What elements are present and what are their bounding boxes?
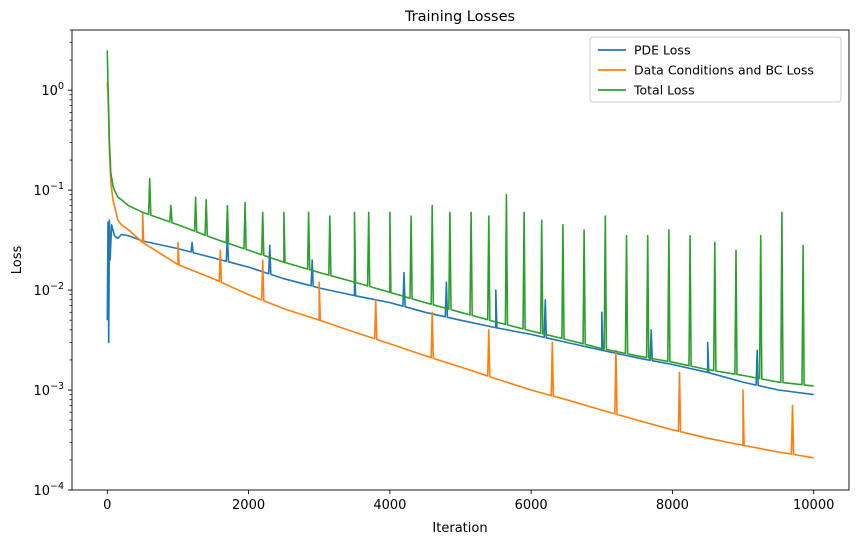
series-line-0 <box>106 219 814 396</box>
x-tick-label: 2000 <box>232 498 265 513</box>
y-axis: 10−4 10−3 10−2 10−1 100 <box>33 29 72 499</box>
y-tick-label: 10−2 <box>33 281 64 299</box>
y-tick-label: 10−1 <box>33 181 64 199</box>
series-line-1 <box>106 82 814 459</box>
x-axis-title: Iteration <box>432 521 487 536</box>
legend: PDE Loss Data Conditions and BC Loss Total… <box>589 36 842 103</box>
legend-box <box>589 36 842 103</box>
x-axis: 0 2000 4000 6000 8000 10000 <box>103 490 834 513</box>
chart-title: Training Losses <box>404 9 515 25</box>
legend-label: Total Loss <box>633 83 695 98</box>
x-tick-label: 8000 <box>656 498 689 513</box>
plot-frame <box>71 29 850 491</box>
x-tick-label: 10000 <box>793 498 834 513</box>
legend-label: Data Conditions and BC Loss <box>634 63 814 78</box>
legend-label: PDE Loss <box>634 43 690 58</box>
y-axis-title: Loss <box>10 246 25 275</box>
plot-area <box>106 50 814 459</box>
y-tick-label: 10−3 <box>33 381 64 399</box>
x-tick-label: 4000 <box>373 498 406 513</box>
series-line-2 <box>106 50 814 387</box>
y-tick-label: 100 <box>41 81 64 99</box>
x-tick-label: 6000 <box>515 498 548 513</box>
x-tick-label: 0 <box>103 498 111 513</box>
y-tick-label: 10−4 <box>33 481 64 499</box>
